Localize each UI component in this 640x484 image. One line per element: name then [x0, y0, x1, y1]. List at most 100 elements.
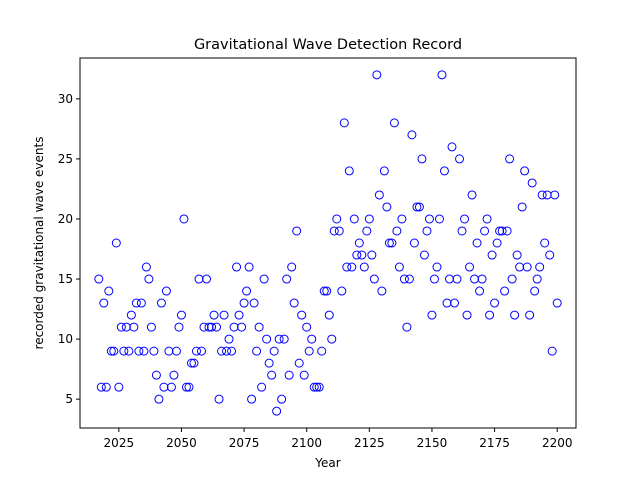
data-point: [352, 250, 362, 260]
data-point: [394, 262, 404, 272]
data-point: [207, 322, 217, 332]
data-point: [412, 202, 422, 212]
data-point: [545, 250, 555, 260]
data-point: [485, 310, 495, 320]
data-point: [382, 202, 392, 212]
data-point: [99, 298, 109, 308]
data-point: [269, 346, 279, 356]
data-point: [379, 166, 389, 176]
data-point: [364, 214, 374, 224]
x-axis-ticks: 2025 2050 2075 2100 2125 2150 2175 2200: [104, 428, 573, 450]
data-point: [151, 370, 161, 380]
data-point: [277, 394, 287, 404]
data-point: [377, 286, 387, 296]
data-point: [477, 274, 487, 284]
data-point: [249, 298, 259, 308]
data-point: [512, 250, 522, 260]
data-point: [212, 322, 222, 332]
data-point: [292, 226, 302, 236]
data-point: [409, 238, 419, 248]
data-point: [259, 274, 269, 284]
data-point: [324, 310, 334, 320]
data-point: [417, 154, 427, 164]
plot-frame: [79, 57, 577, 429]
data-point: [329, 226, 339, 236]
x-tick-label: 2050: [166, 436, 197, 450]
data-point: [202, 274, 212, 284]
data-point: [227, 346, 237, 356]
data-point: [272, 406, 282, 416]
data-point: [327, 334, 337, 344]
data-point: [465, 262, 475, 272]
data-point: [149, 346, 159, 356]
data-point: [111, 238, 121, 248]
data-point: [349, 214, 359, 224]
x-tick-label: 2025: [104, 436, 135, 450]
data-point: [547, 346, 557, 356]
data-point: [502, 226, 512, 236]
data-point: [209, 310, 219, 320]
data-point: [106, 346, 116, 356]
data-point: [169, 370, 179, 380]
y-tick-label: 25: [58, 152, 73, 166]
x-tick-label: 2100: [291, 436, 322, 450]
data-point: [289, 298, 299, 308]
x-tick-label: 2200: [542, 436, 573, 450]
data-point: [447, 142, 457, 152]
data-point: [517, 202, 527, 212]
data-point: [424, 214, 434, 224]
data-point: [432, 262, 442, 272]
data-point: [134, 346, 144, 356]
data-point: [224, 334, 234, 344]
data-point: [505, 154, 515, 164]
data-point: [460, 214, 470, 224]
data-point: [181, 382, 191, 392]
y-tick-label: 10: [58, 332, 73, 346]
data-point: [287, 262, 297, 272]
data-point: [537, 190, 547, 200]
data-point: [184, 382, 194, 392]
data-point: [492, 238, 502, 248]
data-point: [131, 298, 141, 308]
data-point: [217, 346, 227, 356]
data-point: [407, 130, 417, 140]
data-point: [186, 358, 196, 368]
data-point: [374, 190, 384, 200]
data-point: [462, 310, 472, 320]
data-point: [427, 310, 437, 320]
data-point: [535, 262, 545, 272]
data-point: [450, 298, 460, 308]
data-point: [399, 274, 409, 284]
data-point: [309, 382, 319, 392]
data-point: [171, 346, 181, 356]
data-point: [334, 226, 344, 236]
data-point: [262, 334, 272, 344]
data-point: [312, 382, 322, 392]
data-point: [530, 286, 540, 296]
data-point: [434, 214, 444, 224]
data-point: [214, 394, 224, 404]
data-point: [176, 310, 186, 320]
data-point: [520, 166, 530, 176]
data-point: [109, 346, 119, 356]
data-point: [475, 286, 485, 296]
data-point: [455, 154, 465, 164]
data-point: [189, 358, 199, 368]
data-point: [480, 226, 490, 236]
data-point: [540, 238, 550, 248]
y-axis-ticks: 5 10 15 20 25 30: [58, 92, 80, 406]
data-point: [419, 250, 429, 260]
data-point: [222, 346, 232, 356]
data-point: [397, 214, 407, 224]
data-point: [369, 274, 379, 284]
data-point: [242, 286, 252, 296]
data-point: [129, 322, 139, 332]
data-point: [497, 226, 507, 236]
data-point: [161, 286, 171, 296]
data-point: [126, 310, 136, 320]
data-point: [247, 394, 257, 404]
data-point: [139, 346, 149, 356]
data-point: [367, 250, 377, 260]
data-point: [156, 298, 166, 308]
